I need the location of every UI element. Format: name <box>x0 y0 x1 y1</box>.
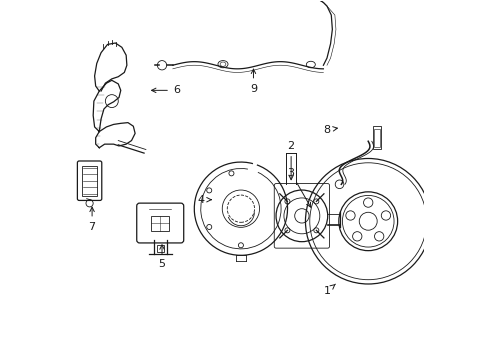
Bar <box>372 126 381 149</box>
Bar <box>82 166 97 196</box>
Text: 9: 9 <box>249 69 257 94</box>
Text: 1: 1 <box>323 284 335 296</box>
Bar <box>156 245 163 252</box>
Text: 7: 7 <box>88 207 96 231</box>
Text: 8: 8 <box>323 125 337 135</box>
Text: 2: 2 <box>287 141 294 180</box>
Text: 4: 4 <box>198 195 211 205</box>
Bar <box>151 216 169 230</box>
Bar <box>373 129 380 147</box>
Text: 5: 5 <box>158 245 165 269</box>
Text: 6: 6 <box>151 85 180 95</box>
Text: 3: 3 <box>287 168 310 207</box>
